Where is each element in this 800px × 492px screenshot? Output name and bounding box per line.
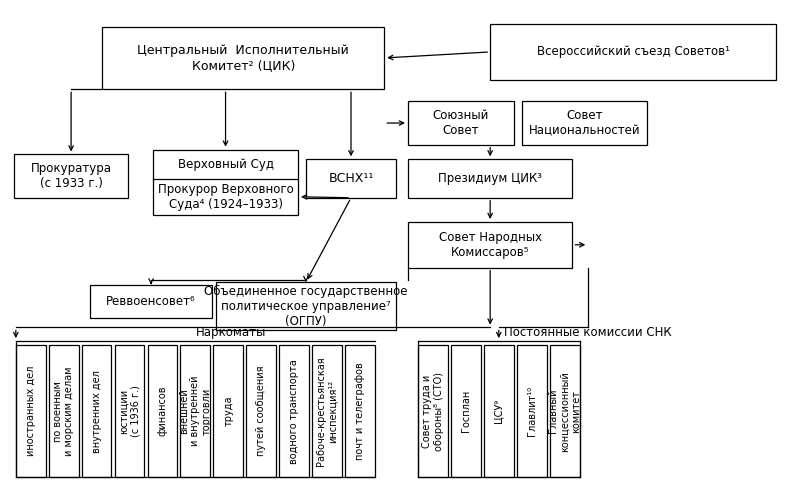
Bar: [153, 150, 298, 215]
Text: Госплан: Госплан: [461, 390, 471, 432]
Bar: [312, 345, 342, 477]
Bar: [49, 345, 78, 477]
Text: Прокурор Верховного
Суда⁴ (1924–1933): Прокурор Верховного Суда⁴ (1924–1933): [158, 183, 294, 211]
Bar: [16, 345, 46, 477]
Bar: [408, 159, 573, 198]
Text: почт и телеграфов: почт и телеграфов: [355, 362, 365, 460]
Bar: [147, 345, 178, 477]
Bar: [550, 345, 579, 477]
Bar: [102, 27, 384, 90]
Text: путей сообщения: путей сообщения: [256, 366, 266, 457]
Bar: [181, 345, 210, 477]
Text: внутренних дел: внутренних дел: [91, 369, 102, 453]
Text: водного транспорта: водного транспорта: [289, 359, 299, 463]
Text: Объединенное государственное
политическое управление⁷
(ОГПУ): Объединенное государственное политическо…: [204, 285, 408, 328]
Text: иностранных дел: иностранных дел: [26, 366, 36, 456]
Text: Президиум ЦИК³: Президиум ЦИК³: [438, 172, 542, 185]
Bar: [517, 345, 546, 477]
Bar: [14, 154, 128, 198]
Bar: [345, 345, 375, 477]
Bar: [82, 345, 111, 477]
Bar: [408, 101, 514, 145]
Text: Совет
Национальностей: Совет Национальностей: [529, 109, 640, 137]
Text: Реввоенсовет⁶: Реввоенсовет⁶: [106, 295, 196, 308]
Text: финансов: финансов: [158, 386, 167, 436]
Text: Всероссийский съезд Советов¹: Всероссийский съезд Советов¹: [537, 45, 730, 59]
Bar: [279, 345, 309, 477]
Text: Центральный  Исполнительный
Комитет² (ЦИК): Центральный Исполнительный Комитет² (ЦИК…: [138, 44, 349, 72]
Text: Наркоматы: Наркоматы: [196, 326, 266, 338]
Bar: [246, 345, 276, 477]
Text: юстиции
(с 1936 г.): юстиции (с 1936 г.): [118, 385, 140, 437]
Text: Рабоче-крестьянская
инспекция¹²: Рабоче-крестьянская инспекция¹²: [316, 356, 338, 466]
Text: труда: труда: [223, 396, 234, 427]
Text: Верховный Суд: Верховный Суд: [178, 158, 274, 171]
Text: Союзный
Совет: Союзный Совет: [433, 109, 489, 137]
Text: Прокуратура
(с 1933 г.): Прокуратура (с 1933 г.): [30, 162, 112, 190]
Bar: [408, 222, 573, 268]
Bar: [451, 345, 481, 477]
Bar: [306, 159, 396, 198]
Bar: [484, 345, 514, 477]
Text: Главлит¹⁰: Главлит¹⁰: [526, 386, 537, 436]
Bar: [214, 345, 243, 477]
Text: Постоянные комиссии СНК: Постоянные комиссии СНК: [504, 326, 672, 338]
Text: ЦСУ⁹: ЦСУ⁹: [494, 399, 504, 423]
Bar: [418, 345, 448, 477]
Bar: [490, 24, 776, 80]
Text: Совет Народных
Комиссаров⁵: Совет Народных Комиссаров⁵: [438, 231, 542, 259]
Text: Главный
концессионный
комитет: Главный концессионный комитет: [548, 371, 582, 452]
Text: внешней
и внутренней
торговли: внешней и внутренней торговли: [178, 376, 212, 446]
Bar: [114, 345, 145, 477]
Bar: [216, 282, 396, 331]
Text: Совет труда и
обороны⁸ (СТО): Совет труда и обороны⁸ (СТО): [422, 371, 444, 451]
Bar: [522, 101, 647, 145]
Text: по военным
и морским делам: по военным и морским делам: [53, 367, 74, 456]
Bar: [90, 284, 212, 318]
Text: ВСНХ¹¹: ВСНХ¹¹: [328, 172, 374, 185]
